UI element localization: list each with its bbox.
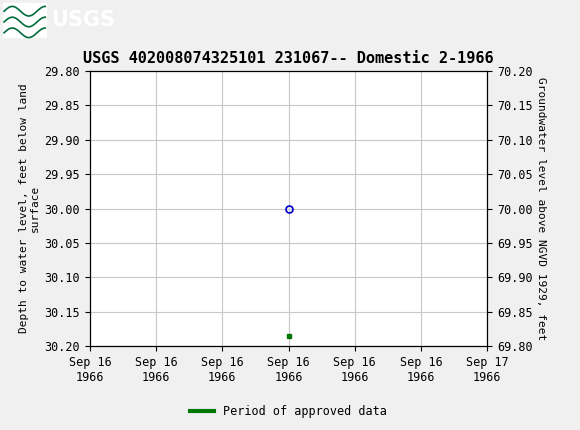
Y-axis label: Groundwater level above NGVD 1929, feet: Groundwater level above NGVD 1929, feet [536,77,546,340]
Text: USGS: USGS [51,10,115,30]
Title: USGS 402008074325101 231067-- Domestic 2-1966: USGS 402008074325101 231067-- Domestic 2… [84,51,494,66]
Bar [3,3,46,37]
Y-axis label: Depth to water level, feet below land
surface: Depth to water level, feet below land su… [19,84,41,333]
Legend: Period of approved data: Period of approved data [186,400,392,423]
